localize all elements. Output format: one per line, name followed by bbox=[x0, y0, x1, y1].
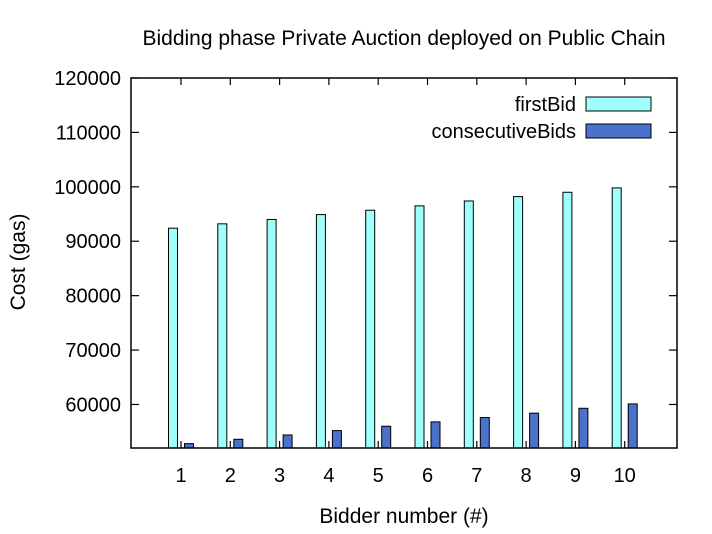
y-axis: 60000 70000 80000 90000 100000 110000 120000 bbox=[54, 68, 677, 416]
y-tick-label: 70000 bbox=[65, 340, 121, 362]
y-tick-label: 110000 bbox=[56, 122, 121, 144]
x-tick-label: 5 bbox=[373, 465, 384, 487]
x-tick-label: 10 bbox=[614, 465, 636, 487]
y-tick-label: 100000 bbox=[54, 177, 121, 199]
bar-firstBid-4 bbox=[315, 214, 326, 449]
legend-swatch-firstBid bbox=[585, 96, 652, 112]
x-tick-label: 9 bbox=[570, 465, 581, 487]
bar-consecutiveBids-4 bbox=[331, 430, 342, 449]
x-tick-label: 7 bbox=[471, 465, 482, 487]
bar-firstBid-9 bbox=[562, 191, 573, 449]
bars-group bbox=[168, 187, 638, 449]
legend-label-consecutiveBids: consecutiveBids bbox=[431, 121, 576, 143]
y-tick-label: 60000 bbox=[65, 394, 121, 416]
x-tick-label: 1 bbox=[175, 465, 186, 487]
x-tick-label: 6 bbox=[422, 465, 433, 487]
bar-consecutiveBids-8 bbox=[529, 412, 540, 449]
legend-swatch-consecutiveBids bbox=[585, 123, 652, 139]
bar-firstBid-3 bbox=[266, 218, 277, 449]
plot-frame bbox=[130, 77, 678, 449]
bar-consecutiveBids-6 bbox=[430, 421, 441, 449]
x-tick-label: 3 bbox=[274, 465, 285, 487]
bar-firstBid-5 bbox=[365, 209, 376, 449]
chart-title: Bidding phase Private Auction deployed o… bbox=[142, 27, 665, 50]
x-tick-label: 8 bbox=[521, 465, 532, 487]
legend-label-firstBid: firstBid bbox=[515, 94, 576, 116]
y-tick-label: 80000 bbox=[65, 286, 121, 308]
y-tick-label: 90000 bbox=[65, 231, 121, 253]
x-axis: 1 2 3 4 5 6 7 8 9 10 bbox=[175, 78, 636, 487]
x-tick-label: 4 bbox=[323, 465, 334, 487]
bar-firstBid-6 bbox=[414, 205, 425, 449]
bar-firstBid-8 bbox=[513, 196, 524, 449]
bar-consecutiveBids-3 bbox=[282, 434, 293, 449]
bar-consecutiveBids-9 bbox=[578, 407, 589, 449]
bar-consecutiveBids-10 bbox=[627, 403, 638, 449]
y-axis-label: Cost (gas) bbox=[7, 214, 30, 311]
legend: firstBid consecutiveBids bbox=[431, 94, 652, 143]
bar-firstBid-10 bbox=[611, 187, 622, 449]
bar-firstBid-2 bbox=[217, 223, 228, 449]
bar-firstBid-1 bbox=[168, 227, 178, 449]
bar-consecutiveBids-7 bbox=[479, 417, 490, 449]
x-tick-label: 2 bbox=[225, 465, 236, 487]
y-tick-label: 120000 bbox=[54, 68, 121, 90]
bar-consecutiveBids-2 bbox=[233, 438, 244, 449]
bar-firstBid-7 bbox=[463, 200, 474, 449]
x-axis-label: Bidder number (#) bbox=[319, 505, 488, 528]
bar-consecutiveBids-5 bbox=[381, 425, 392, 449]
